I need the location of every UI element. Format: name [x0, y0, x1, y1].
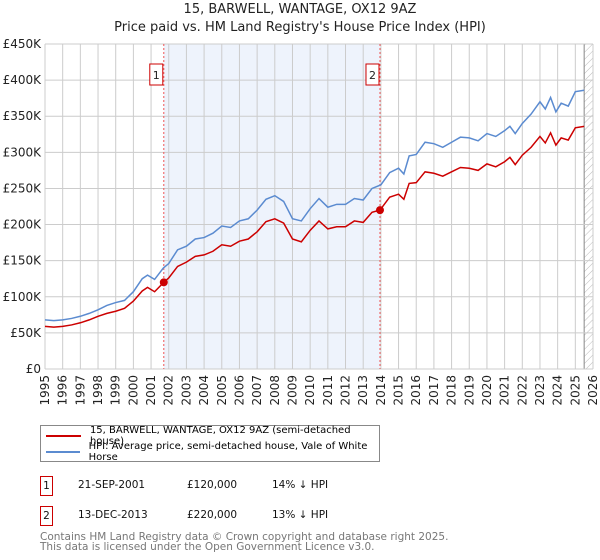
y-tick-label: £150K	[3, 254, 43, 268]
sale-marker-box	[149, 63, 164, 86]
sale-point	[375, 206, 384, 215]
x-tick-label: 1998	[91, 375, 105, 406]
sale-marker-label: 1	[153, 69, 160, 82]
x-tick-label: 2023	[533, 375, 547, 406]
sale-date: 13-DEC-2013	[78, 509, 148, 521]
legend-label: HPI: Average price, semi-detached house,…	[88, 441, 368, 463]
sale-price: £120,000	[187, 479, 238, 491]
sale-marker: 1	[40, 476, 53, 496]
legend-label: 15, BARWELL, WANTAGE, OX12 9AZ (semi-det…	[89, 425, 351, 447]
x-tick-label: 1997	[73, 375, 87, 406]
x-tick-label: 2001	[144, 375, 158, 406]
legend-item-hpi: HPI: Average price, semi-detached house,…	[46, 441, 379, 463]
y-tick-label: £0	[26, 362, 41, 376]
chart-subtitle: Price paid vs. HM Land Registry's House …	[114, 20, 486, 35]
x-tick-label: 2013	[356, 375, 370, 406]
x-tick-label: 2006	[232, 375, 246, 406]
x-tick-label: 2016	[409, 375, 423, 406]
legend-swatch-red	[46, 435, 81, 437]
x-tick-label: 2012	[339, 375, 353, 406]
y-tick-label: £400K	[3, 73, 43, 87]
sale-hpi-diff: 13% ↓ HPI	[272, 509, 329, 521]
property-price-line	[44, 125, 585, 328]
sale-date: 21-SEP-2001	[78, 479, 146, 491]
x-tick-label: 2000	[126, 375, 140, 406]
owned-period-shade	[163, 44, 380, 369]
x-tick-label: 2021	[498, 375, 512, 406]
x-tick-label: 2010	[303, 375, 317, 406]
y-tick-label: £250K	[3, 181, 43, 195]
x-tick-label: 2018	[445, 375, 459, 406]
footer-line: Contains HM Land Registry data © Crown c…	[40, 531, 449, 543]
y-tick-label: £350K	[3, 109, 43, 123]
x-tick-label: 2009	[285, 375, 299, 406]
footer: Contains HM Land Registry data © Crown c…	[40, 531, 449, 553]
footer-line: This data is licensed under the Open Gov…	[40, 541, 375, 553]
y-tick-label: £450K	[3, 37, 43, 51]
hpi-line	[44, 89, 585, 322]
x-tick-label: 2007	[250, 375, 264, 406]
legend: 15, BARWELL, WANTAGE, OX12 9AZ (semi-det…	[40, 425, 380, 463]
x-tick-label: 2003	[179, 375, 193, 406]
y-tick-label: £300K	[3, 145, 43, 159]
x-tick-label: 1996	[56, 375, 70, 406]
x-tick-label: 1999	[109, 375, 123, 406]
y-tick-label: £50K	[10, 326, 42, 340]
y-tick-label: £200K	[3, 218, 43, 232]
sale-marker-box	[365, 63, 380, 86]
x-tick-label: 2026	[586, 375, 600, 406]
x-tick-label: 2022	[515, 375, 529, 406]
chart-title: 15, BARWELL, WANTAGE, OX12 9AZ	[183, 2, 417, 17]
sale-marker-label: 2	[369, 69, 376, 82]
x-tick-label: 2014	[374, 375, 388, 406]
legend-swatch-blue	[46, 451, 80, 453]
sale-point	[159, 278, 168, 287]
x-tick-label: 2019	[462, 375, 476, 406]
sale-marker: 2	[40, 506, 53, 526]
x-tick-label: 2004	[197, 375, 211, 406]
y-tick-label: £100K	[3, 290, 43, 304]
x-tick-label: 2017	[427, 375, 441, 406]
legend-item-property: 15, BARWELL, WANTAGE, OX12 9AZ (semi-det…	[46, 425, 379, 447]
sale-hpi-diff: 14% ↓ HPI	[272, 479, 329, 491]
x-tick-label: 2015	[392, 375, 406, 406]
x-tick-label: 2020	[480, 375, 494, 406]
x-tick-label: 2024	[551, 375, 565, 406]
x-tick-label: 2025	[568, 375, 582, 406]
x-tick-label: 2002	[162, 375, 176, 406]
x-tick-label: 1995	[38, 375, 52, 406]
sale-price: £220,000	[187, 509, 238, 521]
x-tick-label: 2005	[215, 375, 229, 406]
price-chart: £0 £50K £100K £150K £200K £250K £300K £350K £400…	[3, 37, 600, 406]
forecast-hatch	[584, 44, 593, 369]
x-tick-label: 2011	[321, 375, 335, 406]
x-tick-label: 2008	[268, 375, 282, 406]
